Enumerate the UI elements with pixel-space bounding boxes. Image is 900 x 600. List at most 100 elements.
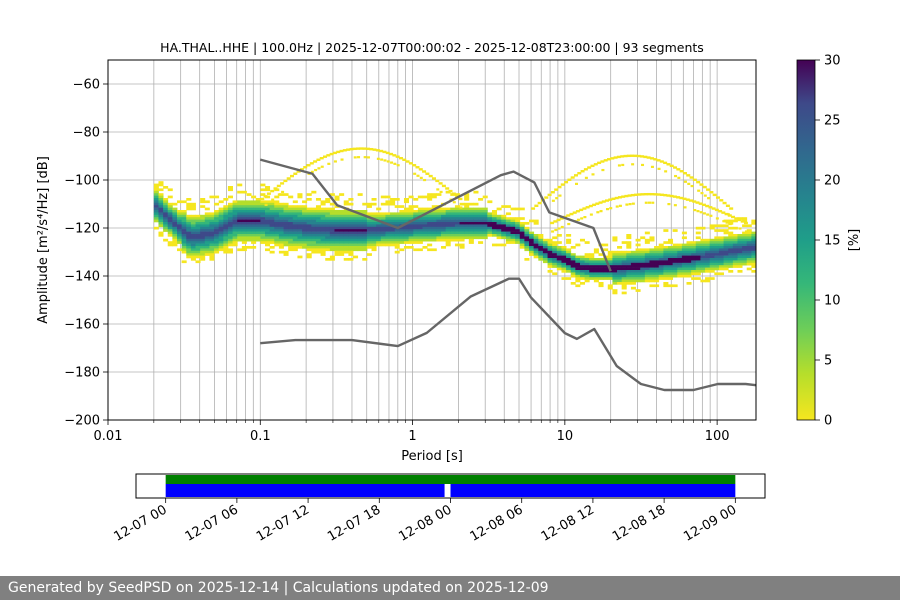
x-tick-label: 0.1 (250, 429, 271, 444)
heatmap-cell (556, 248, 562, 252)
heatmap-cell (616, 155, 621, 159)
heatmap-cell (593, 272, 599, 276)
heatmap-cell (672, 284, 678, 288)
heatmap-cell (626, 267, 632, 271)
heatmap-cell (417, 210, 423, 213)
heatmap-cell (200, 224, 206, 228)
heatmap-cell (478, 219, 484, 223)
heatmap-cell (589, 267, 595, 271)
heatmap-cell (315, 231, 321, 235)
heatmap-cell (417, 248, 423, 252)
heatmap-cell (615, 205, 619, 208)
heatmap-cell (306, 210, 312, 213)
heatmap-cell (366, 231, 372, 235)
heatmap-cell (158, 193, 164, 196)
heatmap-cell (278, 246, 284, 249)
heatmap-cell (303, 166, 308, 169)
heatmap-cell (422, 234, 428, 237)
heatmap-cell (529, 250, 535, 254)
heatmap-cell (738, 227, 742, 230)
heatmap-cell (399, 205, 405, 208)
heatmap-cell (204, 229, 210, 232)
heatmap-cell (265, 248, 271, 252)
heatmap-cell (681, 255, 687, 259)
heatmap-cell (727, 214, 732, 217)
heatmap-cell (283, 193, 289, 196)
heatmap-cell (599, 210, 603, 213)
heatmap-cell (241, 241, 247, 244)
heatmap-cell (468, 238, 474, 242)
heatmap-cell (644, 258, 650, 261)
heatmap-cell (163, 186, 169, 189)
heatmap-cell (288, 243, 294, 247)
coverage-bar-green (165, 475, 736, 484)
heatmap-cell (691, 255, 697, 259)
heatmap-cell (167, 226, 173, 230)
heatmap-cell (515, 241, 521, 244)
heatmap-cell (705, 248, 711, 252)
heatmap-cell (195, 236, 201, 240)
heatmap-cell (362, 202, 368, 206)
heatmap-cell (371, 222, 377, 225)
heatmap-cell (505, 217, 511, 220)
heatmap-cell (676, 196, 681, 199)
heatmap-cell (505, 231, 511, 235)
heatmap-cell (603, 265, 609, 268)
heatmap-cell (542, 248, 548, 252)
heatmap-cell (325, 248, 331, 252)
heatmap-cell (482, 231, 488, 235)
heatmap-cell (630, 260, 636, 264)
heatmap-cell (158, 210, 164, 213)
colorbar-tick-label: 15 (824, 234, 841, 249)
heatmap-cell (501, 219, 507, 223)
heatmap-cell (533, 222, 539, 225)
heatmap-cell (385, 200, 391, 204)
heatmap-cell (672, 229, 678, 232)
heatmap-cell (654, 246, 660, 249)
heatmap-cell (459, 234, 465, 237)
heatmap-cell (255, 224, 261, 228)
heatmap-cell (621, 291, 627, 295)
heatmap-cell (464, 195, 470, 199)
heatmap-cell (714, 272, 720, 276)
heatmap-cell (589, 258, 595, 261)
heatmap-cell (529, 243, 535, 247)
colorbar-tick-label: 25 (824, 114, 841, 129)
heatmap-cell (181, 248, 187, 252)
heatmap-cell (237, 234, 243, 237)
heatmap-cell (561, 255, 567, 259)
heatmap-cell (681, 270, 687, 273)
heatmap-cell (718, 267, 724, 271)
heatmap-cell (575, 255, 581, 259)
data-coverage-timeline: 12-07 00 12-07 06 12-07 12 12-07 18 12-08 00… (112, 473, 766, 545)
heatmap-cell (538, 236, 544, 240)
heatmap-cell (677, 176, 681, 179)
heatmap-cell (422, 226, 428, 230)
heatmap-cell (589, 270, 595, 273)
heatmap-cell (436, 188, 440, 191)
coverage-bars (165, 475, 736, 497)
heatmap-cell (153, 205, 159, 208)
heatmap-cell (714, 236, 720, 240)
heatmap-cell (718, 255, 724, 259)
heatmap-cell (413, 248, 419, 252)
heatmap-cell (223, 217, 229, 220)
heatmap-cell (260, 226, 266, 230)
heatmap-cell (607, 250, 613, 254)
heatmap-cell (334, 195, 340, 199)
heatmap-cell (579, 282, 586, 285)
heatmap-cell (707, 197, 711, 200)
heatmap-cell (283, 234, 289, 237)
heatmap-cell (547, 253, 553, 256)
heatmap-cell (181, 250, 187, 254)
heatmap-cell (339, 224, 345, 228)
heatmap-cell (306, 198, 312, 201)
heatmap-cell (413, 226, 419, 230)
heatmap-cell (390, 202, 396, 206)
heatmap-cell (417, 238, 423, 242)
heatmap-cell (445, 219, 451, 223)
heatmap-cell (487, 231, 493, 235)
heatmap-cell (728, 243, 734, 247)
heatmap-cell (672, 248, 678, 252)
heatmap-cell (223, 250, 229, 254)
